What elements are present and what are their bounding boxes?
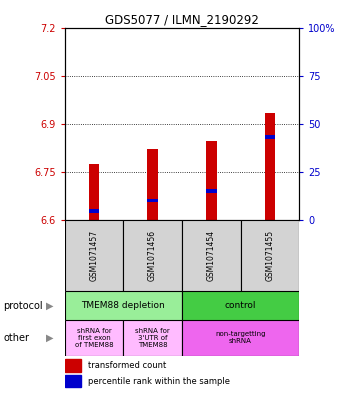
Bar [65,291,182,320]
Bar [182,220,240,291]
Bar [65,220,123,291]
Bar [147,149,158,220]
Bar [265,112,275,220]
Text: GSM1071454: GSM1071454 [207,230,216,281]
Text: shRNA for
3'UTR of
TMEM88: shRNA for 3'UTR of TMEM88 [135,328,170,348]
Bar [123,220,182,291]
Text: transformed count: transformed count [88,361,166,370]
Text: GSM1071457: GSM1071457 [89,230,98,281]
Bar [89,164,99,220]
Bar [147,198,158,202]
Bar [123,320,182,356]
Title: GDS5077 / ILMN_2190292: GDS5077 / ILMN_2190292 [105,13,259,26]
Text: ▶: ▶ [46,301,53,310]
Text: ▶: ▶ [46,333,53,343]
Bar [89,209,99,213]
Bar [182,320,299,356]
Text: non-targetting
shRNA: non-targetting shRNA [215,331,266,345]
Bar [206,141,217,220]
Bar [65,359,81,372]
Text: control: control [225,301,256,310]
Text: other: other [3,333,29,343]
Text: percentile rank within the sample: percentile rank within the sample [88,376,230,386]
Bar [265,135,275,139]
Text: shRNA for
first exon
of TMEM88: shRNA for first exon of TMEM88 [74,328,113,348]
Bar [65,375,81,387]
Bar [65,320,123,356]
Text: GSM1071456: GSM1071456 [148,230,157,281]
Text: GSM1071455: GSM1071455 [266,230,274,281]
Text: protocol: protocol [3,301,43,310]
Bar [182,291,299,320]
Bar [206,189,217,193]
Bar [241,220,299,291]
Text: TMEM88 depletion: TMEM88 depletion [81,301,165,310]
